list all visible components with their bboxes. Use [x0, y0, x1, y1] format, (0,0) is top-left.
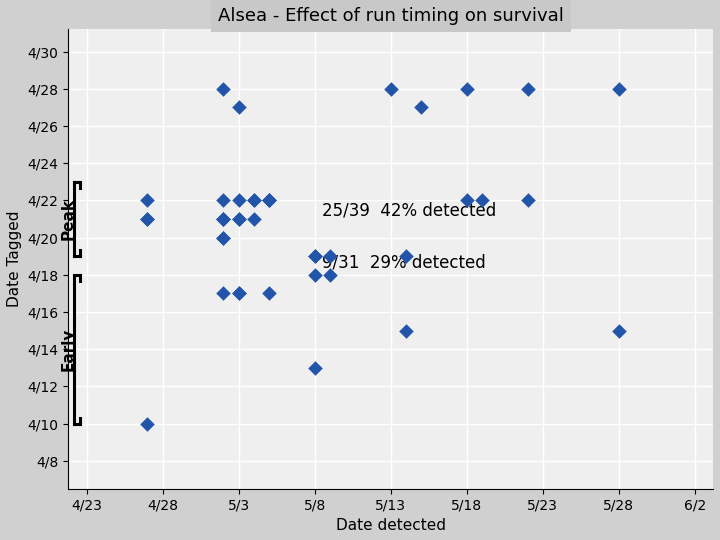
Point: [217, 233, 229, 242]
Point: [415, 103, 427, 112]
Point: [142, 196, 153, 205]
Point: [461, 196, 472, 205]
Point: [217, 289, 229, 298]
Point: [613, 84, 624, 93]
Point: [248, 196, 260, 205]
Point: [324, 252, 336, 261]
Point: [217, 233, 229, 242]
Point: [142, 215, 153, 224]
Text: Early: Early: [61, 328, 76, 371]
Title: Alsea - Effect of run timing on survival: Alsea - Effect of run timing on survival: [217, 7, 564, 25]
Point: [264, 196, 275, 205]
Point: [400, 252, 412, 261]
Point: [233, 215, 244, 224]
Y-axis label: Date Tagged: Date Tagged: [7, 211, 22, 307]
Point: [217, 196, 229, 205]
Text: 25/39  42% detected: 25/39 42% detected: [323, 201, 497, 219]
Point: [142, 420, 153, 428]
Text: 9/31  29% detected: 9/31 29% detected: [323, 253, 486, 272]
Point: [217, 84, 229, 93]
Point: [264, 289, 275, 298]
Point: [142, 215, 153, 224]
Point: [264, 196, 275, 205]
Point: [309, 252, 320, 261]
Point: [233, 289, 244, 298]
Point: [217, 215, 229, 224]
Point: [385, 84, 397, 93]
Point: [522, 196, 534, 205]
X-axis label: Date detected: Date detected: [336, 518, 446, 533]
Point: [461, 84, 472, 93]
Point: [217, 215, 229, 224]
Point: [324, 271, 336, 279]
Point: [309, 252, 320, 261]
Point: [233, 196, 244, 205]
Point: [522, 84, 534, 93]
Point: [217, 215, 229, 224]
Point: [613, 326, 624, 335]
Point: [248, 196, 260, 205]
Point: [309, 363, 320, 372]
Point: [233, 215, 244, 224]
Point: [264, 196, 275, 205]
Point: [400, 326, 412, 335]
Point: [233, 103, 244, 112]
Text: Peak: Peak: [61, 198, 76, 240]
Point: [233, 289, 244, 298]
Point: [309, 271, 320, 279]
Point: [476, 196, 487, 205]
Point: [248, 215, 260, 224]
